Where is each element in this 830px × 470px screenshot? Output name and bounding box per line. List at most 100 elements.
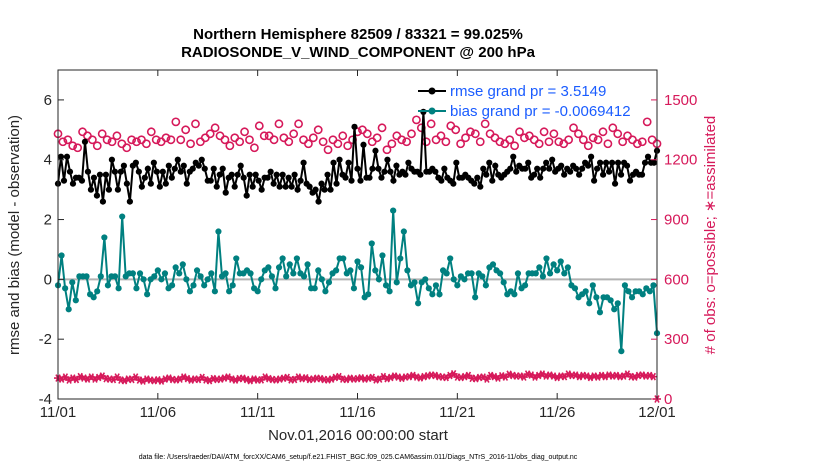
series-point: [411, 279, 418, 286]
possible-obs-marker: [495, 137, 505, 147]
series-point: [208, 270, 215, 277]
series-point: [252, 171, 259, 178]
series-point: [596, 159, 604, 166]
series-point: [521, 282, 529, 289]
series-point: [468, 270, 475, 277]
possible-obs-marker: [235, 137, 245, 147]
possible-obs-marker: [608, 123, 618, 133]
series-point: [628, 294, 636, 301]
series-point: [231, 183, 238, 190]
possible-obs-marker: [554, 137, 564, 147]
possible-obs-marker: [308, 133, 318, 143]
series-point: [646, 288, 653, 295]
series-point: [62, 285, 69, 292]
series-point: [543, 255, 550, 262]
series-point: [621, 282, 629, 289]
series-point: [258, 276, 265, 283]
series-point: [623, 162, 631, 169]
series-point: [497, 270, 504, 277]
series-point: [372, 147, 379, 154]
series-point: [210, 165, 217, 172]
series-point: [422, 276, 429, 283]
obs-count-series: [53, 115, 662, 403]
series-point: [644, 153, 652, 160]
series-point: [432, 282, 440, 289]
series-point: [599, 171, 607, 178]
series-point: [286, 261, 293, 268]
series-point: [507, 165, 514, 172]
series-point: [532, 270, 539, 277]
legend-rmse-label: rmse grand pr = 3.5149: [450, 83, 606, 100]
assimilated-obs-stroke: [524, 370, 531, 378]
series-point: [272, 285, 279, 292]
series-point: [345, 159, 352, 166]
assimilated-obs-stroke: [480, 373, 486, 381]
series-point: [525, 159, 532, 166]
series-point: [596, 309, 604, 316]
assimilated-obs-stroke: [132, 373, 139, 381]
series-point: [270, 180, 277, 187]
assimilated-obs-stroke: [251, 375, 257, 383]
series-point: [168, 282, 176, 289]
series-point: [222, 270, 229, 277]
series-point: [213, 183, 220, 190]
assimilated-obs-stroke: [391, 372, 398, 380]
series-point: [378, 174, 385, 181]
x-tick-label: 11/21: [439, 404, 475, 421]
series-point: [617, 171, 625, 178]
series-point: [132, 159, 139, 166]
legend: rmse grand pr = 3.5149 bias grand pr = -…: [418, 83, 631, 120]
series-point: [186, 288, 194, 295]
series-point: [586, 300, 593, 307]
possible-obs-marker: [171, 117, 181, 127]
series-point: [405, 159, 412, 166]
assimilated-obs-stroke: [606, 371, 612, 379]
series-point: [315, 198, 322, 205]
series-point: [333, 180, 340, 187]
series-point: [258, 186, 265, 193]
series-point: [306, 183, 313, 190]
series-point: [546, 165, 553, 172]
series-point: [397, 255, 404, 262]
series-point: [216, 171, 223, 178]
series-point: [614, 159, 622, 166]
possible-obs-marker: [642, 117, 652, 127]
series-point: [273, 171, 280, 178]
series-point: [237, 162, 244, 169]
series-point: [275, 264, 283, 271]
series-point: [564, 264, 571, 271]
series-point: [117, 168, 124, 175]
possible-obs-marker: [141, 139, 151, 149]
series-point: [285, 174, 292, 181]
series-point: [453, 159, 460, 166]
assimilated-obs-stroke: [99, 372, 106, 380]
series-point: [144, 165, 151, 172]
series-point: [618, 348, 625, 355]
legend-rmse-marker: [428, 87, 436, 95]
series-point: [66, 168, 74, 175]
series-point: [384, 156, 391, 163]
possible-obs-marker: [289, 129, 299, 139]
series-point: [204, 276, 211, 283]
series-point: [492, 162, 499, 169]
series-point: [350, 285, 358, 292]
series-point: [102, 171, 110, 178]
series-point: [357, 264, 365, 271]
series-point: [78, 177, 86, 184]
assimilated-obs-stroke: [465, 371, 472, 380]
possible-obs-marker: [304, 139, 313, 149]
possible-obs-marker: [574, 129, 583, 139]
possible-obs-marker: [588, 133, 598, 143]
series-point: [472, 294, 479, 301]
series-point: [58, 252, 65, 259]
series-point: [177, 168, 184, 175]
series-point: [153, 168, 160, 175]
assimilated-obs-stroke: [70, 374, 76, 382]
series-point: [550, 261, 557, 268]
series-point: [60, 177, 68, 184]
series-point: [197, 273, 204, 280]
possible-obs-marker: [318, 137, 328, 147]
series-point: [101, 234, 108, 241]
assimilated-obs-stroke: [181, 373, 187, 381]
assimilated-obs-stroke: [417, 374, 424, 382]
